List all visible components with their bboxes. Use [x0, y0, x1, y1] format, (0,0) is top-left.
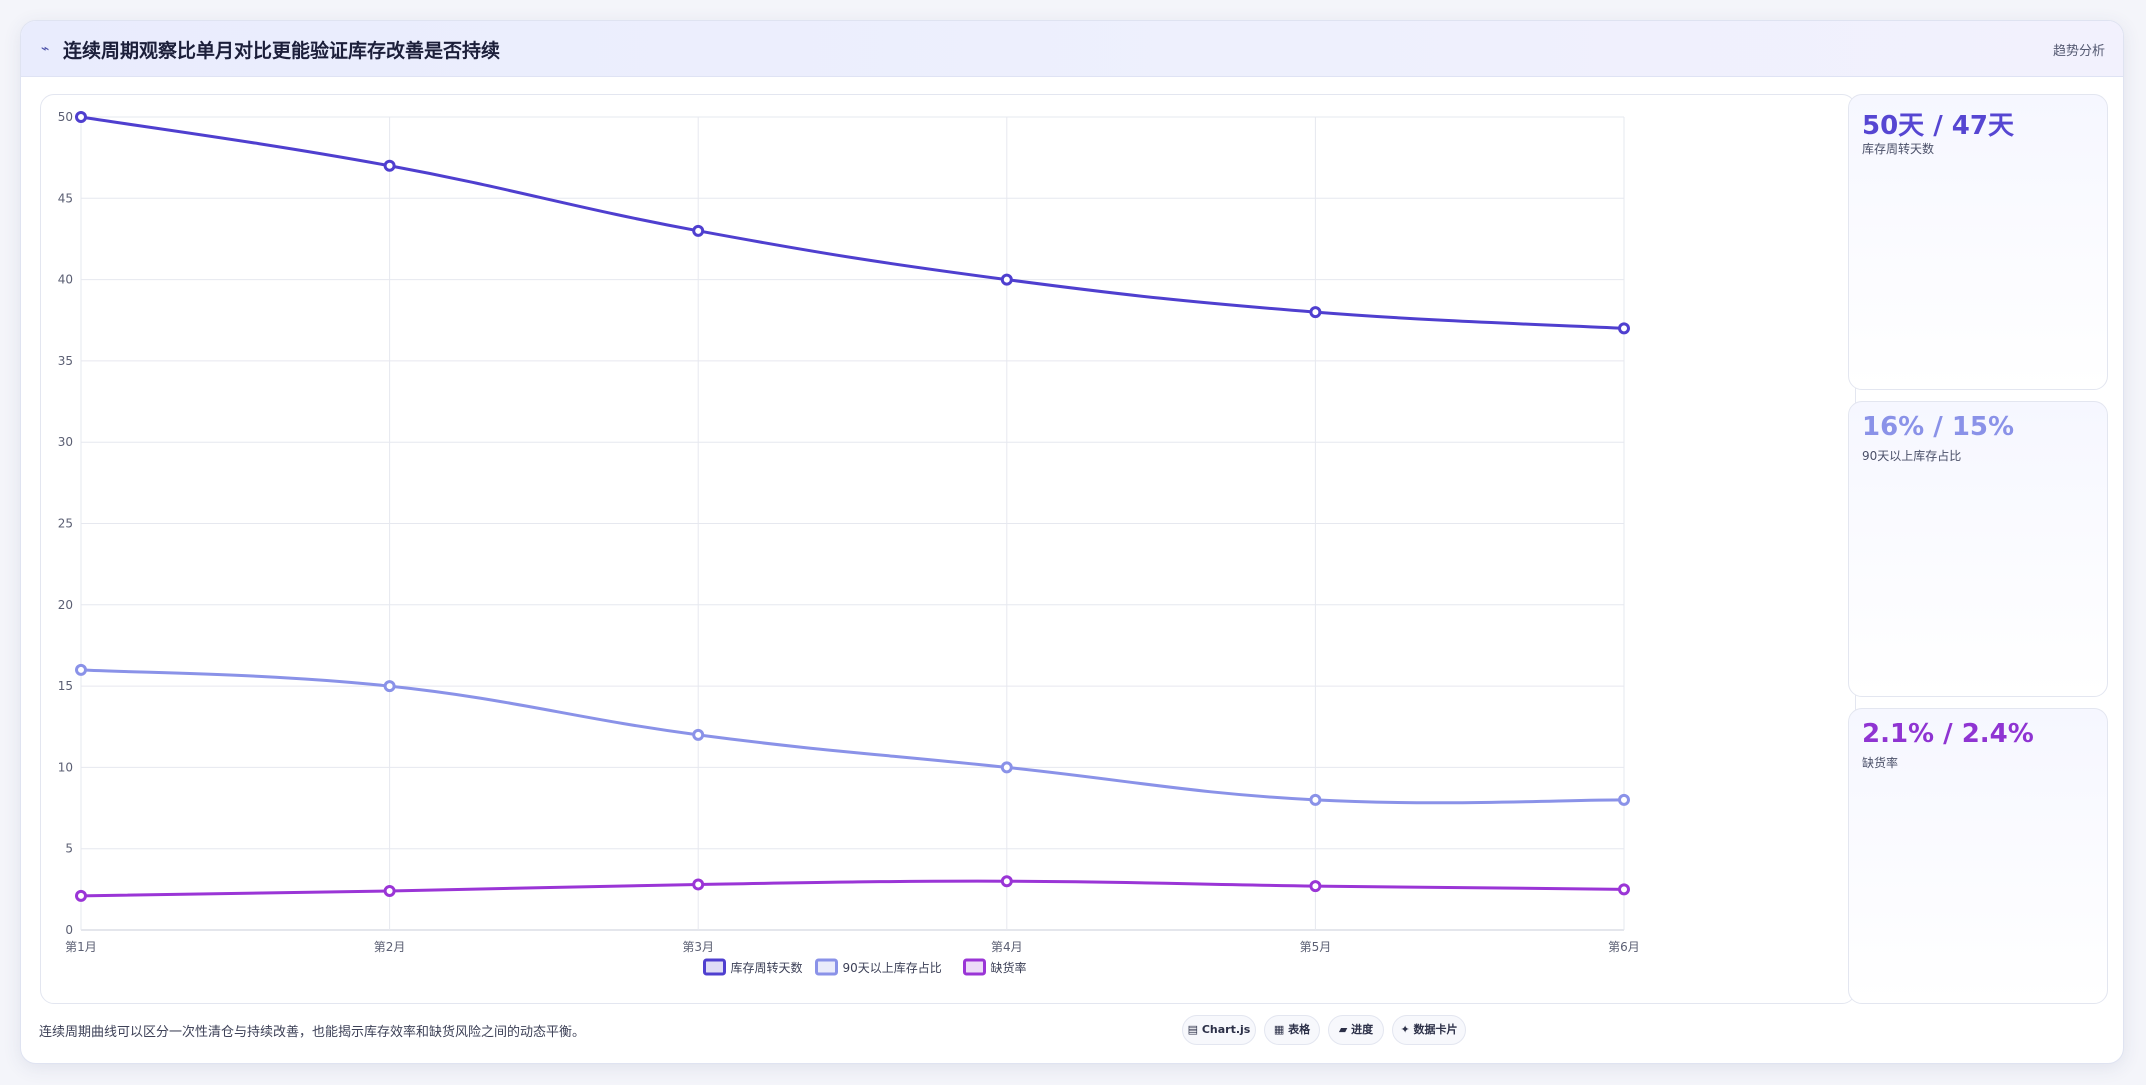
- series-line-2: [80, 879, 1625, 898]
- data-point: [1000, 761, 1013, 774]
- data-point: [1618, 793, 1630, 806]
- data-point: [692, 728, 705, 741]
- series-line-0: [80, 115, 1625, 330]
- y-tick-label: 15: [58, 679, 73, 693]
- chart-line-icon: ⌁: [41, 41, 50, 57]
- chip-chartjs[interactable]: ▤ Chart.js: [1182, 1015, 1256, 1045]
- y-tick-label: 45: [58, 191, 73, 205]
- trend-tag: 趋势分析: [2052, 44, 2105, 59]
- y-tick-label: 35: [58, 354, 73, 368]
- chip-table[interactable]: ▦ 表格: [1264, 1015, 1320, 1045]
- x-tick-label: 第2月: [374, 940, 406, 954]
- x-tick-label: 第4月: [991, 940, 1023, 954]
- y-tick-label: 10: [58, 760, 73, 774]
- chip-progress[interactable]: ▰ 进度: [1328, 1015, 1384, 1045]
- legend-swatch: [963, 958, 986, 976]
- panel-title: 连续周期观察比单月对比更能验证库存改善是否持续: [63, 40, 501, 62]
- legend-label: 90天以上库存占比: [843, 960, 942, 975]
- data-point: [1618, 883, 1630, 896]
- kpi-value: 50天 / 47天: [1862, 111, 2014, 141]
- data-point: [75, 889, 87, 902]
- data-point: [1309, 793, 1322, 806]
- x-tick-label: 第3月: [682, 940, 714, 954]
- data-point: [383, 680, 396, 693]
- kpi-card-turnover: 50天 / 47天 库存周转天数: [1848, 94, 2108, 390]
- chart-card: 0 5 10 15 20 25 30 35 40 45 50 第1月 第2月 第3月 第4月 第5月 第6月库存…: [40, 94, 1856, 1004]
- x-tick-label: 第1月: [65, 940, 97, 954]
- kpi-label: 缺货率: [1862, 756, 1899, 770]
- data-point: [692, 878, 705, 891]
- kpi-label: 90天以上库存占比: [1862, 449, 1962, 463]
- panel-header: ⌁ 连续周期观察比单月对比更能验证库存改善是否持续 趋势分析: [21, 21, 2123, 77]
- y-tick-label: 30: [58, 435, 73, 449]
- kpi-label: 库存周转天数: [1862, 142, 1935, 156]
- data-point: [1618, 322, 1630, 335]
- kpi-value: 16% / 15%: [1862, 412, 2015, 442]
- x-tick-label: 第6月: [1608, 940, 1640, 954]
- y-tick-label: 20: [58, 598, 73, 612]
- data-point: [383, 159, 396, 172]
- kpi-card-stockout: 2.1% / 2.4% 缺货率: [1848, 708, 2108, 1004]
- data-point: [1000, 875, 1013, 888]
- y-tick-label: 5: [65, 842, 73, 856]
- kpi-card-aged-stock: 16% / 15% 90天以上库存占比: [1848, 401, 2108, 697]
- y-tick-label: 40: [58, 273, 73, 287]
- y-tick-label: 25: [58, 517, 73, 531]
- data-point: [692, 224, 705, 237]
- data-point: [75, 111, 87, 123]
- chip-data-card[interactable]: ✦ 数据卡片: [1392, 1015, 1466, 1045]
- footnote: 连续周期曲线可以区分一次性清仓与持续改善，也能揭示库存效率和缺货风险之间的动态平…: [39, 1025, 586, 1040]
- y-tick-label: 0: [65, 923, 73, 937]
- legend-label: 缺货率: [991, 960, 1027, 975]
- y-tick-label: 50: [58, 110, 73, 124]
- line-chart: 0 5 10 15 20 25 30 35 40 45 50 第1月 第2月 第3月 第4月 第5月 第6月库存…: [58, 110, 1640, 976]
- series-line-1: [80, 668, 1625, 805]
- kpi-value: 2.1% / 2.4%: [1862, 719, 2034, 749]
- data-point: [383, 884, 396, 897]
- legend-label: 库存周转天数: [731, 960, 803, 975]
- data-point: [75, 663, 87, 676]
- data-point: [1000, 273, 1013, 286]
- legend-swatch: [703, 958, 726, 976]
- data-point: [1309, 306, 1322, 319]
- data-point: [1309, 880, 1322, 893]
- trend-panel: ⌁ 连续周期观察比单月对比更能验证库存改善是否持续 趋势分析 0 5 10 15 20 2…: [20, 20, 2124, 1064]
- legend-swatch: [815, 958, 838, 976]
- x-tick-label: 第5月: [1300, 940, 1332, 954]
